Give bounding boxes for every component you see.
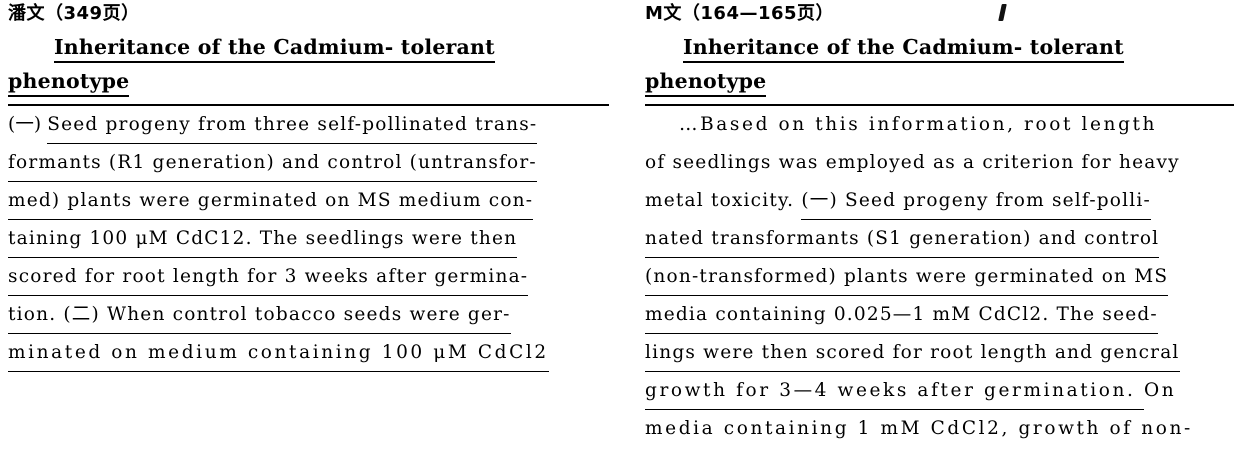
body-line: nated transformants (S1 generation) and … (645, 220, 1234, 258)
body-line: taining 100 μM CdC12. The seedlings were… (8, 220, 609, 258)
line-segment: (一) (8, 114, 48, 135)
line-segment: med) plants were germinated on MS medium… (8, 190, 534, 220)
body-line: minated on medium containing 100 μM CdCl… (8, 334, 609, 372)
body-line: of seedlings was employed as a criterion… (645, 144, 1234, 182)
body-line: lings were then scored for root length a… (645, 334, 1234, 372)
article-title-right: Inheritance of the Cadmium- tolerant phe… (645, 30, 1234, 98)
article-title-right-line2: phenotype (645, 64, 1234, 98)
line-segment: scored for root length for 3 weeks after… (8, 266, 529, 296)
column-left: 潘文（349页） Inheritance of the Cadmium- tol… (8, 0, 609, 372)
line-segment: lings were then scored for root length a… (645, 342, 1180, 372)
body-line: media containing 0.025—1 mM CdCl2. The s… (645, 296, 1234, 334)
title-rule-left (8, 104, 609, 106)
line-segment: On (1144, 380, 1177, 401)
source-header-left-text: 潘文（349页） (8, 3, 140, 24)
line-segment: minated on medium containing 100 μM CdCl… (8, 342, 549, 372)
body-line: …Based on this information, root length (645, 106, 1234, 144)
body-line: (一) Seed progeny from three self-pollina… (8, 106, 609, 144)
body-line: (non-transformed) plants were germinated… (645, 258, 1234, 296)
source-header-right: M文（164—165页） (645, 0, 1234, 30)
article-title-right-line1-text: Inheritance of the Cadmium- tolerant (683, 35, 1124, 63)
line-segment: tion. (二) When control tobacco seeds wer… (8, 304, 511, 334)
column-right: M文（164—165页） Inheritance of the Cadmium-… (627, 0, 1254, 459)
line-segment: of seedlings was employed as a criterion… (645, 152, 1180, 173)
article-title-left-line1: Inheritance of the Cadmium- tolerant (8, 30, 609, 64)
line-segment: Seed progeny from three self-pollinated … (47, 114, 538, 144)
article-title-right-line2-text: phenotype (645, 69, 767, 97)
body-line: med) plants were germinated on MS medium… (8, 182, 609, 220)
article-title-left-line2-text: phenotype (8, 69, 130, 97)
line-segment: nated transformants (S1 generation) and … (645, 228, 1160, 258)
body-text-left: (一) Seed progeny from three self-pollina… (8, 106, 609, 372)
body-line: metal toxicity. (一) Seed progeny from se… (645, 182, 1234, 220)
line-segment: taining 100 μM CdC12. The seedlings were… (8, 228, 518, 258)
line-segment: formants (R1 generation) and control (un… (8, 152, 537, 182)
line-segment: growth for 3—4 weeks after germination. (645, 380, 1145, 410)
line-segment: media containing 1 mM CdCl2, growth of n… (645, 418, 1193, 439)
body-text-right: …Based on this information, root length … (645, 106, 1234, 448)
article-title-left-line2: phenotype (8, 64, 609, 98)
body-line: growth for 3—4 weeks after germination. … (645, 372, 1234, 410)
line-segment: (一) Seed progeny from self-polli- (801, 190, 1151, 220)
ink-mark-icon (998, 4, 1007, 21)
line-segment: metal toxicity. (645, 190, 802, 211)
article-title-right-line1: Inheritance of the Cadmium- tolerant (645, 30, 1234, 64)
line-segment: (non-transformed) plants were germinated… (645, 266, 1169, 296)
body-line: tion. (二) When control tobacco seeds wer… (8, 296, 609, 334)
body-line: media containing 1 mM CdCl2, growth of n… (645, 410, 1234, 448)
source-header-right-text: M文（164—165页） (645, 3, 835, 24)
line-segment: …Based on this information, root length (679, 114, 1158, 135)
body-line: formants (R1 generation) and control (un… (8, 144, 609, 182)
title-rule-right (645, 104, 1234, 106)
article-title-left: Inheritance of the Cadmium- tolerant phe… (8, 30, 609, 98)
source-header-left: 潘文（349页） (8, 0, 609, 30)
line-segment: media containing 0.025—1 mM CdCl2. The s… (645, 304, 1158, 334)
article-title-left-line1-text: Inheritance of the Cadmium- tolerant (54, 35, 495, 63)
body-line: scored for root length for 3 weeks after… (8, 258, 609, 296)
